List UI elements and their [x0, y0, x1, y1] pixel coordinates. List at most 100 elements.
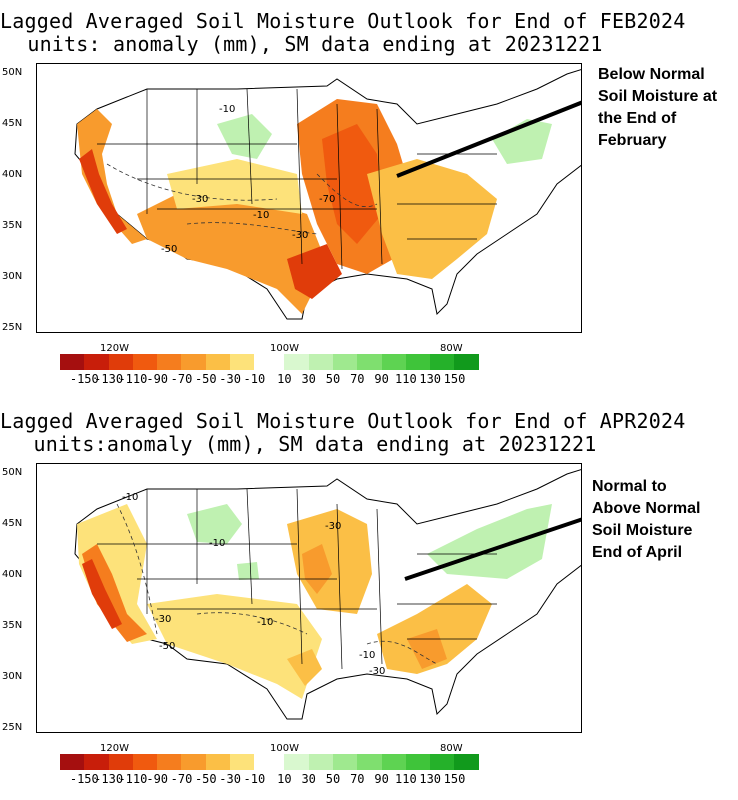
map-apr-svg [74, 469, 581, 720]
lon-label-80w: 80W [440, 343, 463, 354]
contour-label: -10 [122, 492, 139, 503]
annotation-line: Soil Moisture at [598, 88, 718, 105]
lat-label-25n: 25N [2, 322, 23, 333]
colorbar-tick-label: -130 [94, 372, 124, 386]
colorbar-swatch-wet-7 [454, 754, 479, 770]
annotation-line: End of April [592, 544, 683, 561]
dry-west-light [77, 504, 157, 644]
colorbar-swatch-dry-7 [230, 754, 255, 770]
lat-label-40n: 40N [2, 569, 23, 580]
contour-lines [106, 163, 378, 235]
colorbar-tick-label: 130 [419, 772, 442, 786]
colorbar-tick-label: 90 [374, 772, 389, 786]
lat-label-45n: 45N [2, 518, 23, 529]
lat-label-35n: 35N [2, 220, 23, 231]
colorbar-swatch-dry-0 [60, 754, 85, 770]
colorbar-tick-label: -70 [170, 772, 193, 786]
lon-label-100w: 100W [270, 743, 299, 754]
colorbar-apr [60, 754, 479, 770]
dry-south-light [147, 594, 322, 699]
colorbar-swatch-dry-5 [181, 754, 206, 770]
colorbar-tick-label: 10 [277, 772, 292, 786]
colorbar-tick-label: -50 [194, 372, 217, 386]
colorbar-tick-label: -50 [194, 772, 217, 786]
annotation-line: Above Normal [592, 500, 701, 517]
lon-label-120w: 120W [100, 743, 129, 754]
dry-west [82, 544, 147, 642]
colorbar-swatch-dry-1 [84, 354, 109, 370]
wet-great-lakes [187, 504, 242, 544]
colorbar-tick-label: 110 [395, 772, 417, 786]
colorbar-swatch-wet-5 [405, 354, 431, 370]
colorbar-swatch-dry-5 [181, 354, 206, 370]
colorbar-swatch-wet-0 [284, 354, 309, 370]
contour-label: -30 [369, 666, 386, 677]
contour-label: -10 [209, 538, 226, 549]
dry-midwest-core [302, 544, 332, 594]
annotation-line: Normal to [592, 478, 667, 495]
colorbar-tick-label: -10 [243, 372, 266, 386]
lat-label-30n: 30N [2, 671, 23, 682]
colorbar-tick-label: 30 [301, 372, 316, 386]
colorbar-swatch-dry-4 [157, 754, 182, 770]
colorbar-swatch-dry-6 [205, 754, 231, 770]
colorbar-swatch-wet-7 [454, 354, 479, 370]
state-borders [97, 88, 497, 270]
colorbar-tick-label: 50 [325, 372, 341, 386]
colorbar-tick-label: -70 [170, 372, 193, 386]
lat-label-40n: 40N [2, 169, 23, 180]
colorbar-tick-label: 150 [443, 772, 466, 786]
colorbar-gap [254, 354, 285, 370]
colorbar-swatch-wet-4 [381, 754, 406, 770]
colorbar-tick-label: -90 [146, 772, 169, 786]
annotation-feb: Below Normal Soil Moisture at the End of… [598, 64, 717, 152]
contour-label: -30 [292, 230, 309, 241]
colorbar-swatch-dry-2 [108, 354, 133, 370]
wet-great-lakes [217, 114, 272, 159]
dry-southeast [377, 584, 492, 674]
colorbar-tick-label: -150 [69, 372, 99, 386]
colorbar-swatch-dry-0 [60, 354, 85, 370]
colorbar-swatch-wet-3 [357, 354, 382, 370]
dry-light-band [167, 159, 302, 214]
dry-south [137, 184, 327, 314]
contour-label: -30 [155, 614, 172, 625]
colorbar-swatch-wet-4 [381, 354, 406, 370]
colorbar-swatch-dry-6 [205, 354, 231, 370]
dry-midwest-core [322, 124, 382, 244]
map-feb: -10 -30 -10 -30 -50 -70 [36, 63, 582, 333]
dry-west [77, 109, 147, 244]
map-feb-svg [74, 69, 581, 320]
colorbar-swatch-wet-1 [308, 754, 333, 770]
colorbar-swatch-dry-7 [230, 354, 255, 370]
panel-feb-title-line1: Lagged Averaged Soil Moisture Outlook fo… [0, 9, 686, 33]
colorbar-swatch-wet-0 [284, 754, 309, 770]
colorbar-swatch-wet-3 [357, 754, 382, 770]
feb-arrow-line [396, 100, 581, 178]
colorbar-gap [254, 754, 285, 770]
lat-label-50n: 50N [2, 67, 23, 78]
dry-texas-core [287, 244, 342, 299]
contour-label: -70 [319, 194, 336, 205]
contour-lines [116, 503, 438, 665]
lon-label-80w: 80W [440, 743, 463, 754]
contour-label: -50 [161, 244, 178, 255]
colorbar-tick-label: -110 [118, 372, 148, 386]
colorbar-tick-label: 90 [374, 372, 389, 386]
colorbar-tick-label: 50 [325, 772, 341, 786]
colorbar-tick-label: -110 [118, 772, 148, 786]
panel-apr-title-line1: Lagged Averaged Soil Moisture Outlook fo… [0, 409, 686, 433]
panel-apr-title-line2: units:anomaly (mm), SM data ending at 20… [33, 432, 597, 456]
lat-label-35n: 35N [2, 620, 23, 631]
colorbar-swatch-dry-1 [84, 754, 109, 770]
colorbar-tick-label: -10 [243, 772, 266, 786]
lat-label-50n: 50N [2, 467, 23, 478]
lon-label-100w: 100W [270, 343, 299, 354]
wet-northeast [492, 119, 552, 164]
colorbar-swatch-wet-6 [430, 354, 455, 370]
colorbar-swatch-wet-6 [430, 754, 455, 770]
colorbar-swatch-dry-2 [108, 754, 133, 770]
colorbar-swatch-dry-3 [132, 754, 158, 770]
colorbar-swatch-wet-5 [405, 754, 431, 770]
annotation-apr: Normal to Above Normal Soil Moisture End… [592, 476, 700, 564]
